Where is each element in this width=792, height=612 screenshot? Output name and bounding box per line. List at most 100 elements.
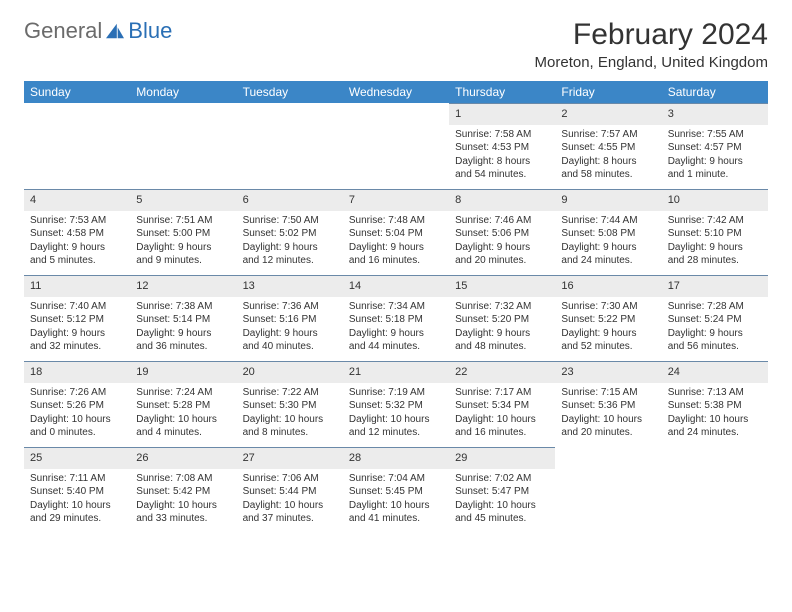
weekday-header: Friday <box>555 81 661 103</box>
day-ss: Sunset: 5:10 PM <box>668 227 762 241</box>
day-sr: Sunrise: 7:48 AM <box>349 214 443 228</box>
day-d1: Daylight: 10 hours <box>349 499 443 513</box>
day-content: Sunrise: 7:34 AMSunset: 5:18 PMDaylight:… <box>343 297 449 360</box>
day-content: Sunrise: 7:53 AMSunset: 4:58 PMDaylight:… <box>24 211 130 274</box>
day-d1: Daylight: 10 hours <box>136 413 230 427</box>
day-ss: Sunset: 5:32 PM <box>349 399 443 413</box>
day-number: 7 <box>343 189 449 211</box>
day-content: Sunrise: 7:44 AMSunset: 5:08 PMDaylight:… <box>555 211 661 274</box>
day-d2: and 16 minutes. <box>455 426 549 440</box>
day-number: 19 <box>130 361 236 383</box>
day-ss: Sunset: 5:44 PM <box>243 485 337 499</box>
day-sr: Sunrise: 7:15 AM <box>561 386 655 400</box>
day-number: 22 <box>449 361 555 383</box>
day-number: 17 <box>662 275 768 297</box>
day-ss: Sunset: 5:20 PM <box>455 313 549 327</box>
day-content: Sunrise: 7:26 AMSunset: 5:26 PMDaylight:… <box>24 383 130 446</box>
day-sr: Sunrise: 7:08 AM <box>136 472 230 486</box>
day-sr: Sunrise: 7:55 AM <box>668 128 762 142</box>
calendar-day-cell: 10Sunrise: 7:42 AMSunset: 5:10 PMDayligh… <box>662 189 768 275</box>
day-number: 20 <box>237 361 343 383</box>
day-d1: Daylight: 9 hours <box>561 241 655 255</box>
weekday-header-row: Sunday Monday Tuesday Wednesday Thursday… <box>24 81 768 103</box>
day-sr: Sunrise: 7:38 AM <box>136 300 230 314</box>
day-number: 4 <box>24 189 130 211</box>
day-ss: Sunset: 5:18 PM <box>349 313 443 327</box>
day-d2: and 45 minutes. <box>455 512 549 526</box>
day-number: 8 <box>449 189 555 211</box>
day-d1: Daylight: 9 hours <box>668 241 762 255</box>
day-ss: Sunset: 5:08 PM <box>561 227 655 241</box>
logo-sail-icon <box>104 22 126 40</box>
day-sr: Sunrise: 7:36 AM <box>243 300 337 314</box>
calendar-day-cell: 13Sunrise: 7:36 AMSunset: 5:16 PMDayligh… <box>237 275 343 361</box>
day-content: Sunrise: 7:06 AMSunset: 5:44 PMDaylight:… <box>237 469 343 532</box>
day-number: 28 <box>343 447 449 469</box>
location: Moreton, England, United Kingdom <box>535 54 768 71</box>
calendar-table: Sunday Monday Tuesday Wednesday Thursday… <box>24 81 768 533</box>
calendar-day-cell: 16Sunrise: 7:30 AMSunset: 5:22 PMDayligh… <box>555 275 661 361</box>
day-content: Sunrise: 7:50 AMSunset: 5:02 PMDaylight:… <box>237 211 343 274</box>
day-content: Sunrise: 7:42 AMSunset: 5:10 PMDaylight:… <box>662 211 768 274</box>
calendar-day-cell: 11Sunrise: 7:40 AMSunset: 5:12 PMDayligh… <box>24 275 130 361</box>
day-d1: Daylight: 10 hours <box>561 413 655 427</box>
day-d2: and 56 minutes. <box>668 340 762 354</box>
day-number: 10 <box>662 189 768 211</box>
calendar-week-row: 25Sunrise: 7:11 AMSunset: 5:40 PMDayligh… <box>24 447 768 533</box>
calendar-day-cell: 20Sunrise: 7:22 AMSunset: 5:30 PMDayligh… <box>237 361 343 447</box>
day-number: 16 <box>555 275 661 297</box>
calendar-day-cell: 6Sunrise: 7:50 AMSunset: 5:02 PMDaylight… <box>237 189 343 275</box>
title-block: February 2024 Moreton, England, United K… <box>535 18 768 71</box>
day-ss: Sunset: 5:14 PM <box>136 313 230 327</box>
day-number: 18 <box>24 361 130 383</box>
day-number: 27 <box>237 447 343 469</box>
day-number: 21 <box>343 361 449 383</box>
calendar-day-cell: 18Sunrise: 7:26 AMSunset: 5:26 PMDayligh… <box>24 361 130 447</box>
calendar-day-cell: 15Sunrise: 7:32 AMSunset: 5:20 PMDayligh… <box>449 275 555 361</box>
day-number: 9 <box>555 189 661 211</box>
day-content: Sunrise: 7:36 AMSunset: 5:16 PMDaylight:… <box>237 297 343 360</box>
calendar-day-cell: 5Sunrise: 7:51 AMSunset: 5:00 PMDaylight… <box>130 189 236 275</box>
day-sr: Sunrise: 7:06 AM <box>243 472 337 486</box>
month-title: February 2024 <box>535 18 768 52</box>
day-ss: Sunset: 5:24 PM <box>668 313 762 327</box>
day-number: 24 <box>662 361 768 383</box>
weekday-header: Monday <box>130 81 236 103</box>
day-ss: Sunset: 5:40 PM <box>30 485 124 499</box>
day-d1: Daylight: 8 hours <box>561 155 655 169</box>
day-d2: and 33 minutes. <box>136 512 230 526</box>
calendar-day-cell: 28 Sunrise: 7:04 AMSunset: 5:45 PMDayligh… <box>343 447 449 533</box>
day-ss: Sunset: 5:30 PM <box>243 399 337 413</box>
day-content: Sunrise: 7:15 AMSunset: 5:36 PMDaylight:… <box>555 383 661 446</box>
day-number: 1 <box>449 103 555 125</box>
calendar-day-cell: 24Sunrise: 7:13 AMSunset: 5:38 PMDayligh… <box>662 361 768 447</box>
logo-text-general: General <box>24 18 102 44</box>
day-d1: Daylight: 10 hours <box>455 499 549 513</box>
calendar-week-row: 1Sunrise: 7:58 AMSunset: 4:53 PMDaylight… <box>24 103 768 189</box>
day-sr: Sunrise: 7:30 AM <box>561 300 655 314</box>
day-content: Sunrise: 7:30 AMSunset: 5:22 PMDaylight:… <box>555 297 661 360</box>
day-ss: Sunset: 5:36 PM <box>561 399 655 413</box>
day-ss: Sunset: 4:55 PM <box>561 141 655 155</box>
calendar-day-cell: 23Sunrise: 7:15 AMSunset: 5:36 PMDayligh… <box>555 361 661 447</box>
day-ss: Sunset: 5:22 PM <box>561 313 655 327</box>
day-d1: Daylight: 9 hours <box>668 327 762 341</box>
day-content: Sunrise: 7:02 AMSunset: 5:47 PMDaylight:… <box>449 469 555 532</box>
day-sr: Sunrise: 7:58 AM <box>455 128 549 142</box>
day-d2: and 32 minutes. <box>30 340 124 354</box>
day-d2: and 0 minutes. <box>30 426 124 440</box>
day-d2: and 29 minutes. <box>30 512 124 526</box>
day-d1: Daylight: 10 hours <box>30 413 124 427</box>
calendar-day-cell <box>130 103 236 189</box>
calendar-day-cell <box>237 103 343 189</box>
weekday-header: Sunday <box>24 81 130 103</box>
day-d2: and 9 minutes. <box>136 254 230 268</box>
day-sr: Sunrise: 7:46 AM <box>455 214 549 228</box>
day-content: Sunrise: 7:58 AMSunset: 4:53 PMDaylight:… <box>449 125 555 188</box>
day-ss: Sunset: 5:02 PM <box>243 227 337 241</box>
day-d1: Daylight: 10 hours <box>243 413 337 427</box>
day-d1: Daylight: 9 hours <box>668 155 762 169</box>
day-sr: Sunrise: 7:04 AM <box>349 472 443 486</box>
day-ss: Sunset: 5:45 PM <box>349 485 443 499</box>
day-number: 5 <box>130 189 236 211</box>
